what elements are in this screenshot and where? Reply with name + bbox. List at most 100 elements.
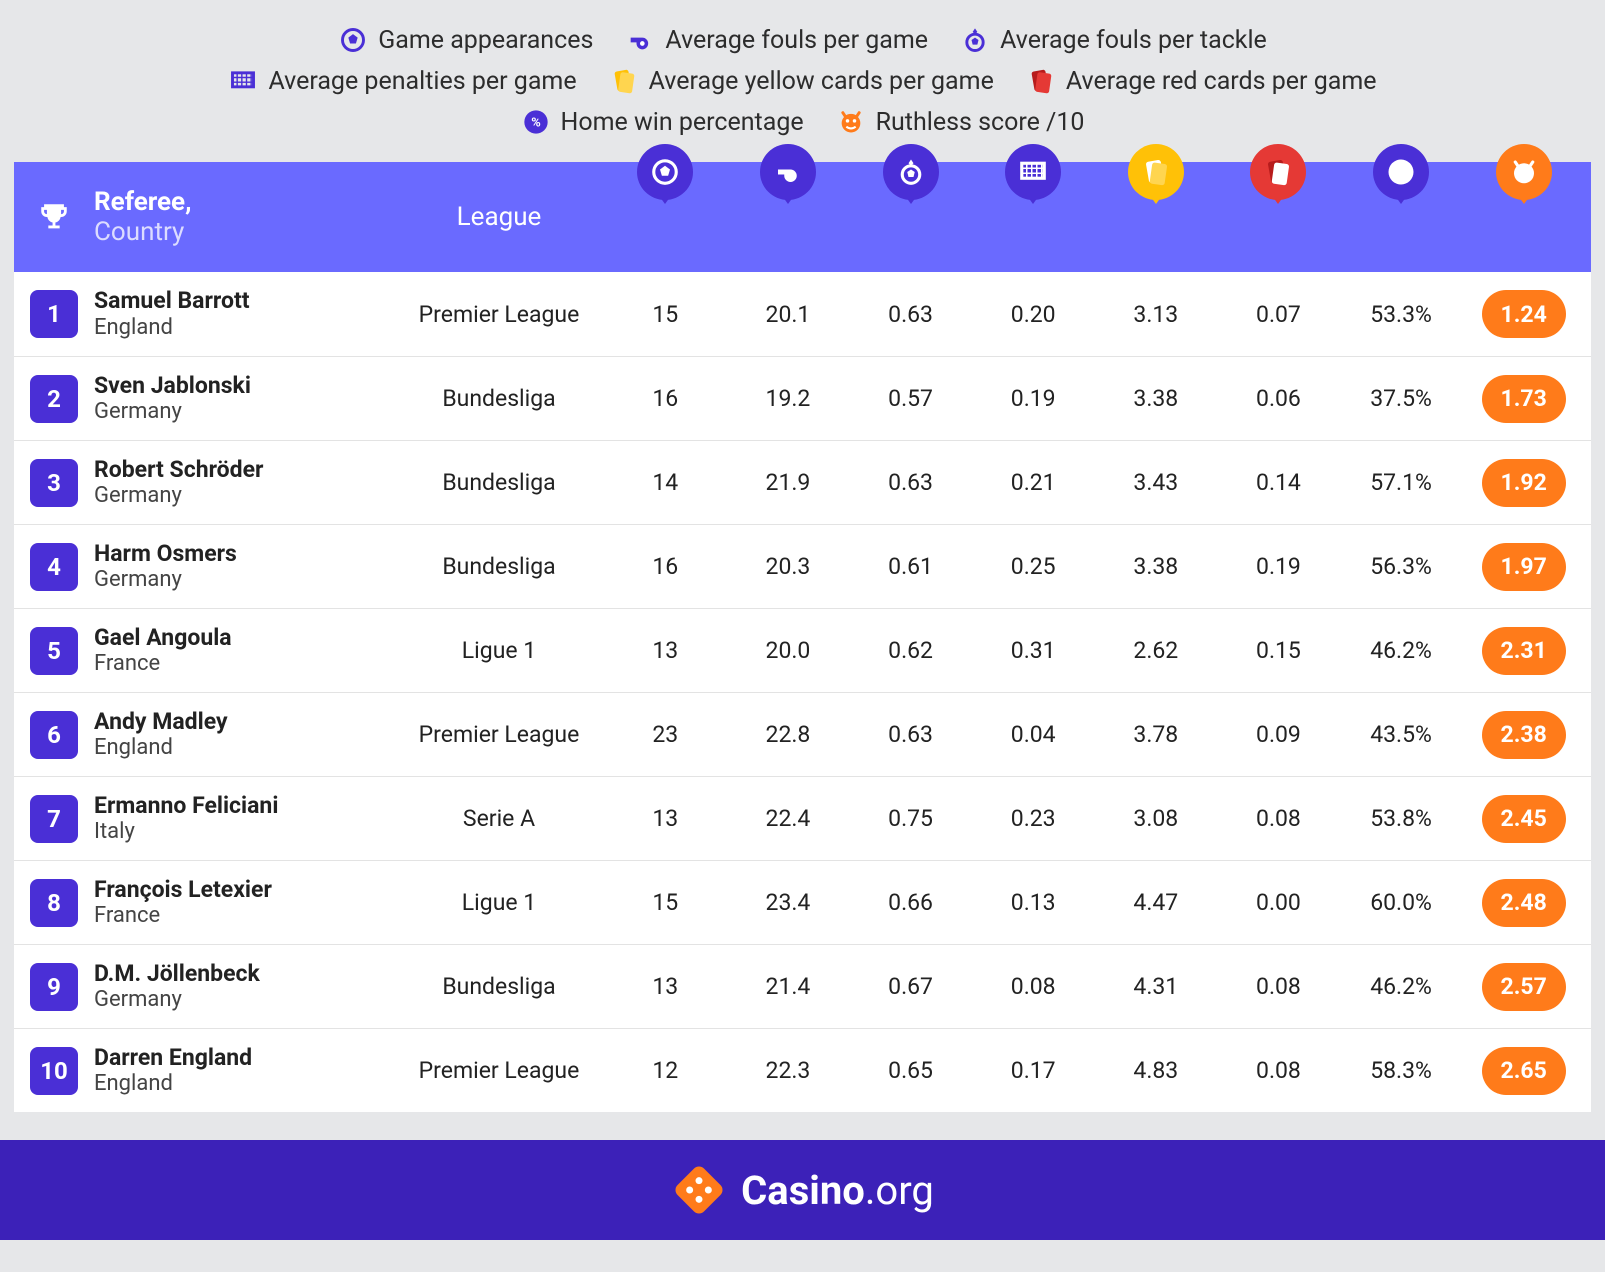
legend-label: Average red cards per game (1066, 67, 1377, 96)
rank-cell: 1 (14, 290, 94, 338)
header-marker-ball (604, 144, 727, 254)
yellow-cards-per-game-cell: 3.13 (1095, 301, 1218, 328)
red-icon (1250, 144, 1306, 200)
penalties-per-game-cell: 0.21 (972, 469, 1095, 496)
legend-item-red: Average red cards per game (1026, 66, 1377, 96)
red-cards-per-game-cell: 0.19 (1217, 553, 1340, 580)
devil-icon (836, 107, 866, 137)
trophy-icon (14, 200, 94, 234)
footer: Casino.org (0, 1140, 1605, 1240)
appearances-cell: 15 (604, 301, 727, 328)
legend-item-percent: % Home win percentage (521, 107, 804, 137)
league-cell: Serie A (394, 805, 604, 832)
legend-label: Game appearances (378, 26, 593, 55)
legend-label: Average fouls per tackle (1000, 26, 1267, 55)
percent-icon: % (1373, 144, 1429, 200)
yellow-cards-per-game-cell: 3.78 (1095, 721, 1218, 748)
score-pill: 2.45 (1482, 795, 1566, 843)
rank-cell: 4 (14, 543, 94, 591)
yellow-icon (609, 66, 639, 96)
appearances-cell: 13 (604, 973, 727, 1000)
yellow-cards-per-game-cell: 2.62 (1095, 637, 1218, 664)
fouls-per-game-cell: 22.3 (727, 1057, 850, 1084)
score-pill: 1.73 (1482, 375, 1566, 423)
referee-name: D.M. Jöllenbeck (94, 960, 394, 988)
fouls-per-game-cell: 19.2 (727, 385, 850, 412)
dice-icon (671, 1162, 727, 1218)
brand-name-suffix: .org (865, 1167, 934, 1214)
penalties-per-game-cell: 0.31 (972, 637, 1095, 664)
referee-cell: Gael Angoula France (94, 624, 394, 678)
rank-badge: 4 (30, 543, 78, 591)
table-row: 4 Harm Osmers Germany Bundesliga 16 20.3… (14, 524, 1591, 608)
appearances-cell: 14 (604, 469, 727, 496)
appearances-cell: 12 (604, 1057, 727, 1084)
referee-name: Darren England (94, 1044, 394, 1072)
header-marker-devil (1462, 144, 1585, 254)
legend-label: Average yellow cards per game (649, 67, 994, 96)
score-pill: 2.48 (1482, 879, 1566, 927)
referee-name: Harm Osmers (94, 540, 394, 568)
league-cell: Premier League (394, 721, 604, 748)
legend-label: Ruthless score /10 (876, 108, 1085, 137)
fouls-per-game-cell: 20.3 (727, 553, 850, 580)
referee-cell: Harm Osmers Germany (94, 540, 394, 594)
table-header-row: Referee, Country League % (14, 162, 1591, 272)
appearances-cell: 16 (604, 385, 727, 412)
header-referee-subtitle: Country (94, 217, 394, 247)
appearances-cell: 23 (604, 721, 727, 748)
fouls-per-tackle-cell: 0.63 (849, 469, 972, 496)
yellow-cards-per-game-cell: 3.43 (1095, 469, 1218, 496)
fouls-per-game-cell: 21.4 (727, 973, 850, 1000)
header-marker-percent: % (1340, 144, 1463, 254)
referee-name: Gael Angoula (94, 624, 394, 652)
fouls-per-game-cell: 20.0 (727, 637, 850, 664)
fouls-per-tackle-cell: 0.63 (849, 721, 972, 748)
referee-cell: Robert Schröder Germany (94, 456, 394, 510)
red-cards-per-game-cell: 0.09 (1217, 721, 1340, 748)
penalties-per-game-cell: 0.25 (972, 553, 1095, 580)
percent-icon: % (521, 107, 551, 137)
league-cell: Premier League (394, 301, 604, 328)
tackle-icon (883, 144, 939, 200)
fouls-per-tackle-cell: 0.67 (849, 973, 972, 1000)
fouls-per-tackle-cell: 0.61 (849, 553, 972, 580)
fouls-per-tackle-cell: 0.57 (849, 385, 972, 412)
home-win-pct-cell: 56.3% (1340, 553, 1463, 580)
penalties-per-game-cell: 0.23 (972, 805, 1095, 832)
red-cards-per-game-cell: 0.14 (1217, 469, 1340, 496)
rank-cell: 6 (14, 711, 94, 759)
penalties-per-game-cell: 0.08 (972, 973, 1095, 1000)
fouls-per-tackle-cell: 0.63 (849, 301, 972, 328)
yellow-cards-per-game-cell: 3.38 (1095, 553, 1218, 580)
rank-badge: 7 (30, 795, 78, 843)
referee-name: Andy Madley (94, 708, 394, 736)
ball-icon (338, 25, 368, 55)
referee-cell: François Letexier France (94, 876, 394, 930)
red-cards-per-game-cell: 0.08 (1217, 1057, 1340, 1084)
legend-item-devil: Ruthless score /10 (836, 107, 1085, 137)
ruthless-score-cell: 1.73 (1462, 375, 1585, 423)
header-marker-goal (972, 144, 1095, 254)
league-cell: Ligue 1 (394, 637, 604, 664)
devil-icon (1496, 144, 1552, 200)
referee-name: Sven Jablonski (94, 372, 394, 400)
yellow-cards-per-game-cell: 4.83 (1095, 1057, 1218, 1084)
referee-country: France (94, 651, 394, 677)
score-pill: 1.97 (1482, 543, 1566, 591)
ruthless-score-cell: 1.92 (1462, 459, 1585, 507)
penalties-per-game-cell: 0.17 (972, 1057, 1095, 1084)
fouls-per-game-cell: 23.4 (727, 889, 850, 916)
table-row: 6 Andy Madley England Premier League 23 … (14, 692, 1591, 776)
score-pill: 2.38 (1482, 711, 1566, 759)
ruthless-score-cell: 2.38 (1462, 711, 1585, 759)
referee-country: Germany (94, 987, 394, 1013)
appearances-cell: 15 (604, 889, 727, 916)
red-cards-per-game-cell: 0.00 (1217, 889, 1340, 916)
ruthless-score-cell: 2.57 (1462, 963, 1585, 1011)
red-cards-per-game-cell: 0.15 (1217, 637, 1340, 664)
referee-table: Referee, Country League % (0, 162, 1605, 1112)
fouls-per-game-cell: 22.8 (727, 721, 850, 748)
referee-country: England (94, 735, 394, 761)
brand-name-prefix: Casino (741, 1167, 865, 1214)
